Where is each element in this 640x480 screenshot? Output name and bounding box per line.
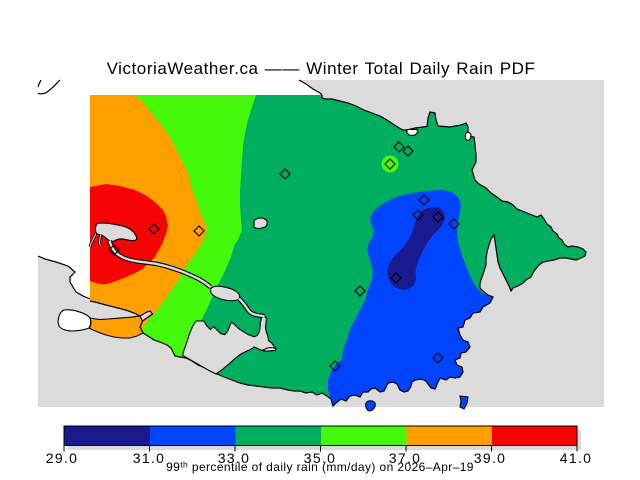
svg-text:99th percentile of daily rain: 99th percentile of daily rain (mm/day) o… [166, 460, 474, 475]
svg-text:41.0: 41.0 [560, 450, 592, 466]
svg-text:VictoriaWeather.ca —— Winter T: VictoriaWeather.ca —— Winter Total Daily… [107, 59, 536, 78]
svg-text:31.0: 31.0 [133, 450, 165, 466]
svg-text:39.0: 39.0 [474, 450, 506, 466]
svg-text:33.0: 33.0 [218, 450, 250, 466]
svg-text:35.0: 35.0 [304, 450, 336, 466]
svg-text:29.0: 29.0 [46, 450, 78, 466]
svg-text:37.0: 37.0 [389, 450, 421, 466]
